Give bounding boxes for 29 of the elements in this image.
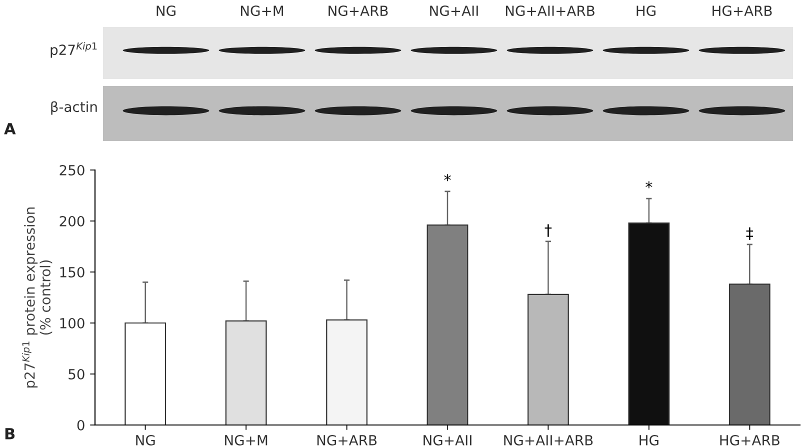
category-label: NG bbox=[156, 6, 176, 16]
y-tick-label: 100 bbox=[60, 318, 84, 328]
category-label: HG+ARB bbox=[712, 6, 772, 16]
text: B bbox=[5, 428, 15, 440]
x-tick-label: NG bbox=[136, 434, 155, 446]
y-tick-label: 150 bbox=[60, 266, 84, 278]
y-tick-label: 50 bbox=[68, 368, 84, 380]
annotation: ‡ bbox=[746, 227, 754, 240]
category-label: NG+AII bbox=[430, 6, 478, 16]
x-tick-label: NG+AII bbox=[424, 434, 472, 446]
category-label: NG+ARB bbox=[328, 6, 388, 16]
text: β-actin bbox=[51, 101, 97, 115]
annotation: * bbox=[444, 174, 451, 182]
y-tick-label: 250 bbox=[60, 164, 84, 176]
text: A bbox=[4, 123, 16, 134]
text: p27$^{Kip1}$ bbox=[50, 42, 97, 58]
x-tick-label: HG+ARB bbox=[720, 434, 780, 446]
y-tick-label: 0 bbox=[77, 420, 84, 430]
category-label: NG+AII+ARB bbox=[506, 6, 594, 16]
x-tick-label: NG+AII+ARB bbox=[504, 434, 593, 446]
y-axis-title: p27$^{Kip1}$ protein expression (% control) bbox=[22, 208, 52, 388]
x-tick-label: HG bbox=[640, 434, 658, 446]
y-tick-label: 200 bbox=[60, 216, 84, 226]
category-label: NG+M bbox=[240, 6, 284, 16]
annotation: * bbox=[646, 181, 652, 188]
x-tick-label: NG+M bbox=[225, 434, 268, 446]
annotation: † bbox=[544, 224, 552, 237]
x-tick-label: NG+ARB bbox=[317, 434, 377, 446]
category-label: HG bbox=[636, 6, 656, 16]
